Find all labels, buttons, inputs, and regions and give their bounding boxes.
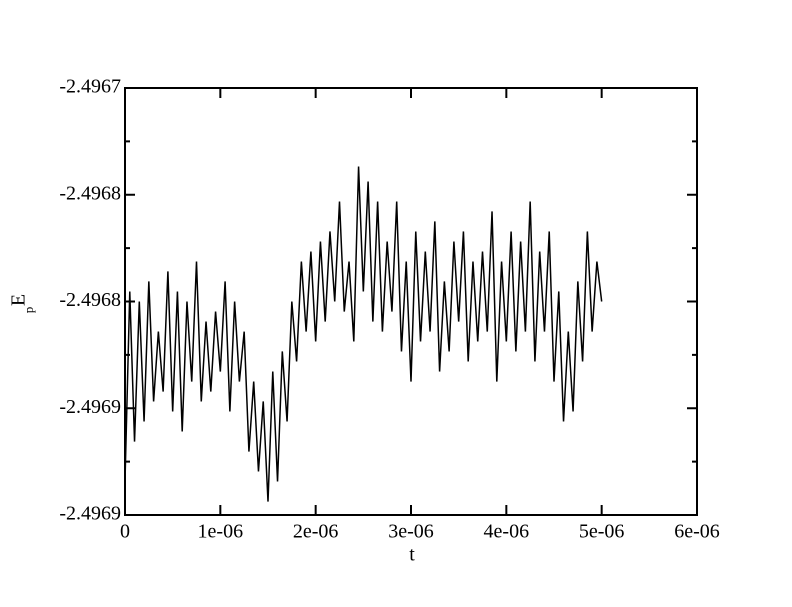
y-tick-label: -2.4968 — [59, 182, 121, 204]
x-tick-label: 5e-06 — [579, 521, 625, 543]
x-tick-label: 2e-06 — [293, 521, 339, 543]
y-axis-label-group: E p — [8, 294, 36, 313]
x-axis-label: t — [409, 544, 415, 566]
x-tick-label: 3e-06 — [388, 521, 434, 543]
x-tick-label: 4e-06 — [484, 521, 530, 543]
x-tick-label: 1e-06 — [198, 521, 244, 543]
y-tick-label: -2.4969 — [59, 503, 121, 525]
x-tick-label: 0 — [120, 521, 130, 543]
y-tick-label: -2.4969 — [59, 396, 121, 418]
y-tick-label: -2.4967 — [59, 76, 121, 98]
y-tick-label: -2.4968 — [59, 289, 121, 311]
x-tick-label: 6e-06 — [674, 521, 720, 543]
y-axis-label-subscript: p — [21, 307, 36, 314]
y-axis-label: E — [8, 294, 30, 306]
plot-frame — [124, 87, 698, 516]
data-line — [124, 166, 603, 502]
